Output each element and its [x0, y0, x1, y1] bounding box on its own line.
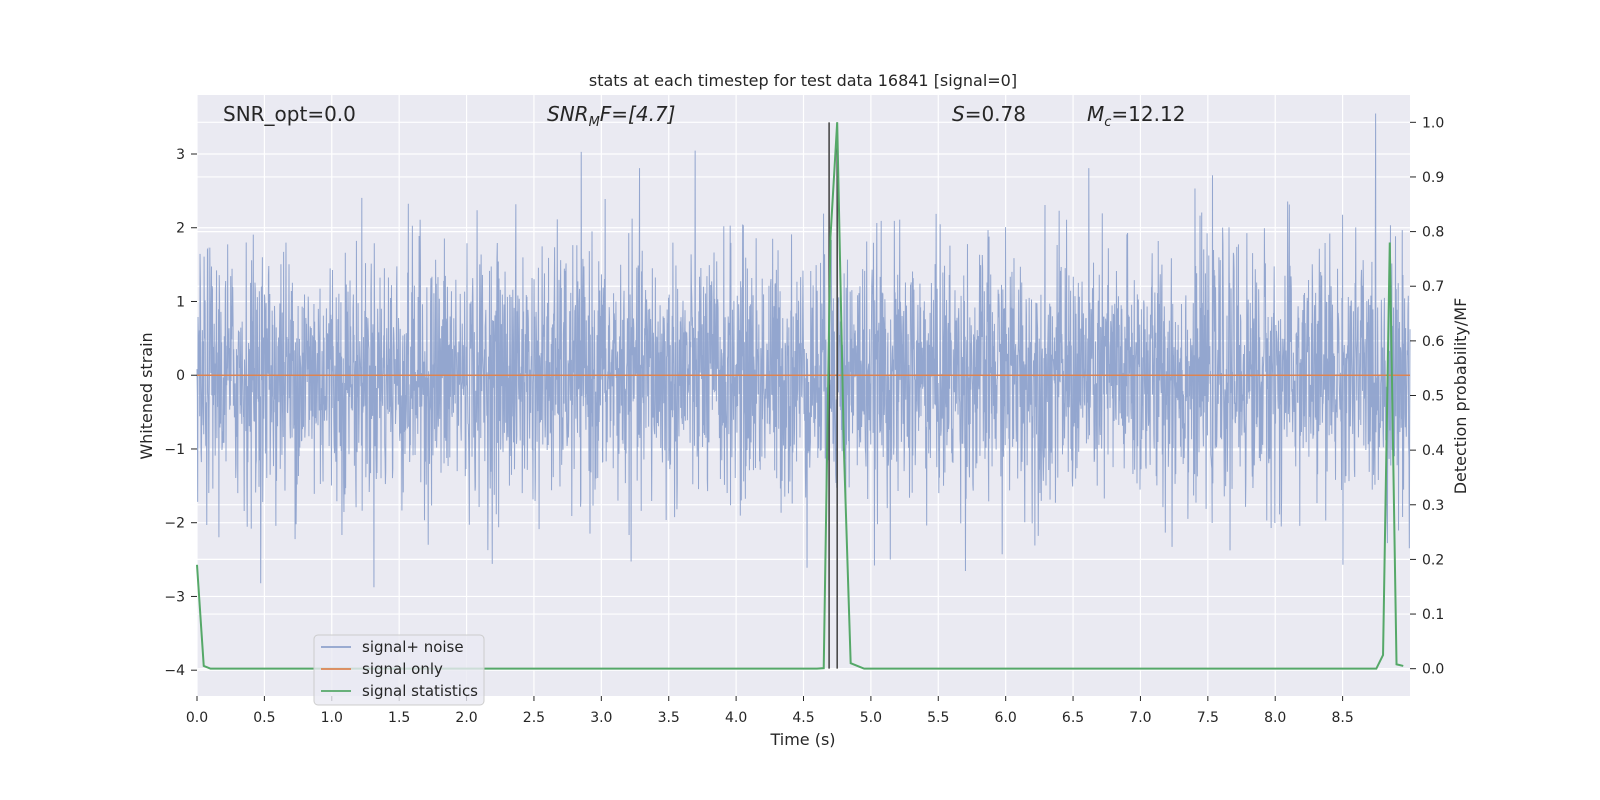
annotation-snr-opt: SNR_opt=0.0 [223, 102, 356, 126]
annotation-snr-mf: SNRMF=[4.7] [547, 102, 675, 130]
x-tick-label: 7.5 [1197, 710, 1219, 726]
y-tick-label-left: 1 [176, 294, 185, 310]
x-tick-label: 4.5 [792, 710, 814, 726]
legend-label-noise: signal+ noise [362, 638, 464, 656]
annotation-s: S=0.78 [952, 102, 1026, 126]
x-tick-label: 6.5 [1062, 710, 1084, 726]
x-tick-label: 2.5 [523, 710, 545, 726]
y-tick-label-right: 0.2 [1422, 552, 1444, 568]
y-tick-label-left: −2 [164, 516, 185, 532]
legend-label-signal-only: signal only [362, 660, 443, 678]
y-tick-label-right: 0.1 [1422, 607, 1444, 623]
y-tick-label-right: 1.0 [1422, 115, 1444, 131]
vertical-markers [828, 122, 838, 669]
x-tick-label: 8.0 [1264, 710, 1286, 726]
signal-statistics-series [196, 122, 1404, 670]
x-tick-label: 6.0 [995, 710, 1017, 726]
y-axis-label-left: Whitened strain [137, 332, 156, 459]
x-axis-label: Time (s) [769, 730, 835, 749]
x-tick-label: 0.0 [186, 710, 208, 726]
chart-title: stats at each timestep for test data 168… [589, 71, 1017, 90]
y-tick-label-right: 0.4 [1422, 443, 1444, 459]
y-tick-label-right: 0.7 [1422, 279, 1444, 295]
x-tick-label: 2.0 [455, 710, 477, 726]
x-tick-label: 5.0 [860, 710, 882, 726]
axes: 0.0 0.5 1.0 1.5 2.0 2.5 3.0 3.5 4.0 4.5 5.0 5.5 6.0 6… [164, 115, 1444, 726]
y-tick-label-left: 2 [176, 221, 185, 237]
x-tick-label: 0.5 [253, 710, 275, 726]
noise-line [196, 113, 1411, 588]
x-tick-label: 3.5 [658, 710, 680, 726]
y-tick-label-left: 3 [176, 147, 185, 163]
y-tick-label-right: 0.3 [1422, 498, 1444, 514]
y-tick-label-left: −1 [164, 442, 185, 458]
annotation-mc: Mc=12.12 [1087, 102, 1185, 130]
legend: signal+ noise signal only signal statist… [313, 634, 485, 706]
legend-box [313, 634, 485, 706]
noise-series [196, 113, 1411, 588]
y-tick-label-left: −4 [164, 663, 185, 679]
legend-label-statistics: signal statistics [362, 682, 478, 700]
x-tick-label: 3.0 [590, 710, 612, 726]
x-tick-label: 7.0 [1129, 710, 1151, 726]
x-tick-label: 5.5 [927, 710, 949, 726]
x-tick-label: 1.5 [388, 710, 410, 726]
x-tick-label: 8.5 [1331, 710, 1353, 726]
y-tick-label-right: 0.0 [1422, 662, 1444, 678]
y-tick-label-right: 0.5 [1422, 389, 1444, 405]
x-tick-label: 1.0 [321, 710, 343, 726]
signal-statistics-line [196, 122, 1404, 670]
x-tick-label: 4.0 [725, 710, 747, 726]
y-axis-label-right: Detection probability/MF [1451, 298, 1470, 495]
y-tick-label-right: 0.9 [1422, 170, 1444, 186]
y-tick-label-right: 0.8 [1422, 225, 1444, 241]
y-tick-label-right: 0.6 [1422, 334, 1444, 350]
y-tick-label-left: −3 [164, 589, 185, 605]
y-tick-label-left: 0 [176, 368, 185, 384]
